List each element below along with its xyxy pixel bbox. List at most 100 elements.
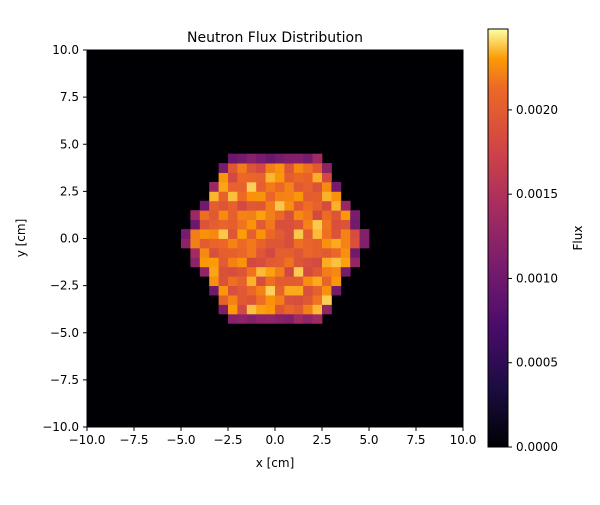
- heatmap-cell: [237, 200, 248, 211]
- heatmap-cell: [312, 313, 323, 324]
- heatmap-cell: [303, 247, 313, 258]
- heatmap-cell: [350, 219, 360, 230]
- heatmap-cell: [256, 181, 266, 192]
- heatmap-cell: [209, 191, 219, 202]
- heatmap-cell: [284, 181, 295, 192]
- heatmap-cell: [284, 238, 295, 249]
- heatmap-cell: [237, 172, 248, 183]
- heatmap-cell: [322, 219, 332, 230]
- heatmap-cell: [303, 257, 313, 268]
- heatmap-cell: [237, 257, 248, 268]
- heatmap-cell: [312, 295, 323, 305]
- x-tick-label: −7.5: [119, 433, 148, 447]
- heatmap-cell: [331, 285, 342, 296]
- heatmap-cell: [199, 219, 210, 230]
- heatmap-cell: [303, 229, 313, 239]
- heatmap-cell: [190, 210, 201, 221]
- colorbar-tick-label: 0.0005: [516, 356, 558, 370]
- heatmap-cell: [350, 238, 360, 249]
- heatmap-cell: [228, 276, 238, 287]
- heatmap-cell: [312, 276, 323, 287]
- heatmap-cell: [265, 219, 276, 230]
- heatmap-cell: [284, 163, 295, 173]
- x-tick-label: −2.5: [213, 433, 242, 447]
- heatmap-cell: [275, 257, 285, 268]
- y-axis-ticks: −10.0 −7.5 −5.0 −2.5 0.0 2.5 5.0 7.5 10.0: [42, 43, 87, 434]
- heatmap-cell: [293, 257, 304, 268]
- heatmap-cell: [322, 229, 332, 239]
- heatmap-cell: [322, 285, 332, 296]
- heatmap-cell: [293, 238, 304, 249]
- heatmap-cell: [303, 210, 313, 221]
- heatmap-cell: [237, 285, 248, 296]
- heatmap-cell: [246, 172, 257, 183]
- heatmap-cell: [312, 247, 323, 258]
- heatmap-cell: [237, 266, 248, 277]
- heatmap-cell: [284, 200, 295, 211]
- heatmap-cell: [293, 229, 304, 239]
- heatmap-cell: [256, 266, 266, 277]
- heatmap-cell: [340, 229, 351, 239]
- heatmap-cell: [199, 257, 210, 268]
- heatmap-cell: [265, 313, 276, 324]
- heatmap-cell: [312, 304, 323, 315]
- y-tick-label: −2.5: [50, 279, 79, 293]
- heatmap-cell: [284, 295, 295, 305]
- heatmap-cell: [199, 210, 210, 221]
- heatmap-cell: [246, 257, 257, 268]
- heatmap-cell: [312, 200, 323, 211]
- heatmap-cell: [246, 313, 257, 324]
- heatmap-cell: [218, 181, 229, 192]
- heatmap-cell: [303, 172, 313, 183]
- heatmap-cell: [312, 285, 323, 296]
- heatmap-cell: [228, 266, 238, 277]
- heatmap-cell: [284, 313, 295, 324]
- heatmap-cell: [275, 181, 285, 192]
- heatmap-cell: [265, 181, 276, 192]
- heatmap-cell: [340, 200, 351, 211]
- heatmap-cell: [218, 219, 229, 230]
- heatmap-cell: [246, 229, 257, 239]
- heatmap-cell: [265, 304, 276, 315]
- x-tick-label: 10.0: [450, 433, 477, 447]
- heatmap-cell: [331, 229, 342, 239]
- chart-title: Neutron Flux Distribution: [187, 30, 363, 46]
- heatmap-cell: [340, 210, 351, 221]
- heatmap-cell: [246, 200, 257, 211]
- heatmap-cell: [209, 285, 219, 296]
- heatmap-cell: [293, 181, 304, 192]
- heatmap-cell: [237, 210, 248, 221]
- heatmap-cell: [331, 257, 342, 268]
- heatmap-cell: [256, 304, 266, 315]
- heatmap-cell: [256, 219, 266, 230]
- heatmap-cell: [322, 181, 332, 192]
- heatmap-cell: [246, 181, 257, 192]
- heatmap-cell: [350, 210, 360, 221]
- x-tick-label: −10.0: [69, 433, 106, 447]
- heatmap-cell: [190, 229, 201, 239]
- heatmap-cell: [218, 266, 229, 277]
- heatmap-cell: [265, 172, 276, 183]
- heatmap-cell: [303, 181, 313, 192]
- heatmap-cell: [209, 200, 219, 211]
- heatmap-cell: [293, 247, 304, 258]
- heatmap-cell: [199, 200, 210, 211]
- heatmap-cell: [209, 276, 219, 287]
- heatmap-cell: [322, 276, 332, 287]
- heatmap-cell: [209, 247, 219, 258]
- heatmap-cell: [275, 285, 285, 296]
- heatmap-cell: [322, 304, 332, 315]
- heatmap-cell: [237, 247, 248, 258]
- x-tick-label: 0.0: [265, 433, 284, 447]
- heatmap-cell: [256, 295, 266, 305]
- heatmap-cell: [228, 304, 238, 315]
- heatmap-cell: [331, 200, 342, 211]
- heatmap-cell: [199, 238, 210, 249]
- heatmap-cell: [228, 313, 238, 324]
- heatmap-cell: [199, 247, 210, 258]
- x-tick-label: 5.0: [359, 433, 378, 447]
- heatmap-cell: [322, 247, 332, 258]
- heatmap-cell: [228, 295, 238, 305]
- heatmap-cell: [284, 257, 295, 268]
